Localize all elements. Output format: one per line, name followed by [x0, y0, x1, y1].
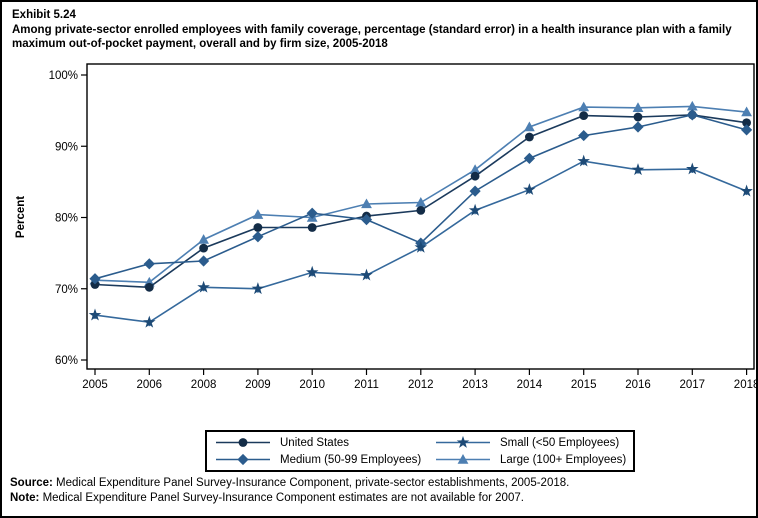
x-tick-label: 2010: [299, 379, 325, 391]
marker-diamond: [578, 129, 590, 142]
marker-star: [456, 436, 470, 448]
x-tick-label: 2016: [625, 379, 651, 391]
marker-diamond: [469, 185, 481, 197]
marker-circle: [199, 243, 209, 253]
note-line: Note: Medical Expenditure Panel Survey-I…: [10, 491, 754, 506]
marker-circle: [633, 112, 643, 122]
marker-triangle: [469, 164, 481, 174]
marker-star: [414, 240, 428, 253]
legend-item-small: Small (<50 Employees): [435, 436, 627, 449]
marker-star: [577, 154, 590, 167]
marker-diamond: [523, 152, 535, 164]
series-medium-50-99-employees: [89, 109, 753, 285]
footer-notes: Source: Medical Expenditure Panel Survey…: [10, 476, 754, 506]
x-tick-label: 2009: [245, 379, 271, 391]
x-tick-label: 2008: [191, 379, 217, 391]
chart-legend: United States Small (<50 Employees) Medi…: [205, 430, 635, 472]
marker-diamond: [237, 453, 249, 466]
marker-diamond: [89, 273, 101, 285]
legend-label-medium: Medium (50-99 Employees): [280, 453, 422, 466]
marker-triangle: [415, 197, 427, 207]
legend-marker-small: [436, 436, 490, 448]
marker-triangle: [361, 198, 372, 209]
marker-diamond: [198, 255, 210, 267]
marker-star: [360, 268, 373, 281]
legend-marker-medium: [216, 453, 270, 466]
marker-circle: [470, 171, 480, 181]
note-label: Note:: [10, 492, 40, 504]
legend-item-medium: Medium (50-99 Employees): [215, 453, 435, 466]
marker-triangle: [578, 101, 590, 112]
x-tick-label: 2005: [82, 379, 108, 391]
marker-star: [88, 308, 102, 321]
x-tick-label: 2018: [734, 379, 758, 391]
marker-star: [197, 280, 210, 293]
marker-triangle: [686, 100, 698, 111]
x-tick-label: 2006: [137, 379, 163, 391]
y-tick-label: 70%: [55, 284, 78, 296]
x-tick-label: 2015: [571, 379, 597, 391]
marker-circle: [90, 280, 100, 289]
note-text: Medical Expenditure Panel Survey-Insuran…: [39, 492, 524, 504]
marker-star: [143, 315, 156, 328]
legend-marker-large: [436, 454, 490, 464]
marker-star: [468, 203, 482, 216]
title-block: Exhibit 5.24 Among private-sector enroll…: [12, 8, 754, 51]
marker-star: [631, 163, 645, 176]
marker-star: [251, 282, 265, 295]
marker-circle: [253, 223, 263, 232]
marker-circle: [307, 223, 317, 232]
exhibit-number: Exhibit 5.24: [12, 9, 76, 21]
marker-diamond: [632, 121, 644, 133]
x-tick-label: 2012: [408, 379, 434, 391]
marker-diamond: [252, 231, 264, 243]
marker-diamond: [360, 214, 373, 226]
y-axis-title: Percent: [15, 196, 27, 238]
legend-label-united-states: United States: [280, 436, 350, 449]
marker-triangle: [252, 209, 264, 219]
series-small-50-employees: [88, 154, 753, 328]
marker-diamond: [741, 124, 753, 136]
source-label: Source:: [10, 477, 53, 489]
marker-circle: [144, 282, 154, 292]
source-line: Source: Medical Expenditure Panel Survey…: [10, 476, 754, 491]
y-tick-label: 100%: [49, 70, 78, 82]
series-line: [94, 114, 747, 280]
legend-item-large: Large (100+ Employees): [435, 453, 627, 466]
chart-title: Among private-sector enrolled employees …: [12, 24, 732, 50]
marker-star: [740, 184, 753, 197]
marker-diamond: [306, 207, 318, 219]
y-tick-label: 90%: [55, 141, 78, 153]
marker-triangle: [741, 106, 752, 117]
marker-circle: [742, 118, 751, 128]
marker-star: [686, 162, 699, 175]
marker-circle: [579, 111, 589, 121]
x-tick-label: 2011: [354, 379, 379, 391]
marker-diamond: [143, 258, 155, 270]
plot-frame: [86, 63, 755, 370]
source-text: Medical Expenditure Panel Survey-Insuran…: [52, 477, 570, 489]
legend-marker-united-states: [216, 438, 270, 447]
marker-circle: [525, 132, 534, 142]
marker-triangle: [457, 454, 469, 464]
marker-triangle: [198, 234, 209, 244]
legend-label-small: Small (<50 Employees): [500, 436, 620, 449]
marker-circle: [416, 205, 426, 215]
legend-label-large: Large (100+ Employees): [500, 453, 627, 466]
marker-circle: [238, 438, 248, 447]
x-tick-label: 2013: [462, 379, 488, 391]
y-tick-label: 80%: [55, 213, 78, 225]
x-tick-label: 2014: [517, 379, 543, 391]
legend-item-united-states: United States: [215, 436, 435, 449]
marker-triangle: [632, 102, 644, 112]
y-tick-label: 60%: [55, 355, 78, 367]
x-tick-label: 2017: [680, 379, 706, 391]
marker-triangle: [524, 121, 535, 132]
marker-star: [305, 265, 319, 278]
marker-star: [523, 183, 536, 196]
marker-diamond: [686, 109, 698, 121]
